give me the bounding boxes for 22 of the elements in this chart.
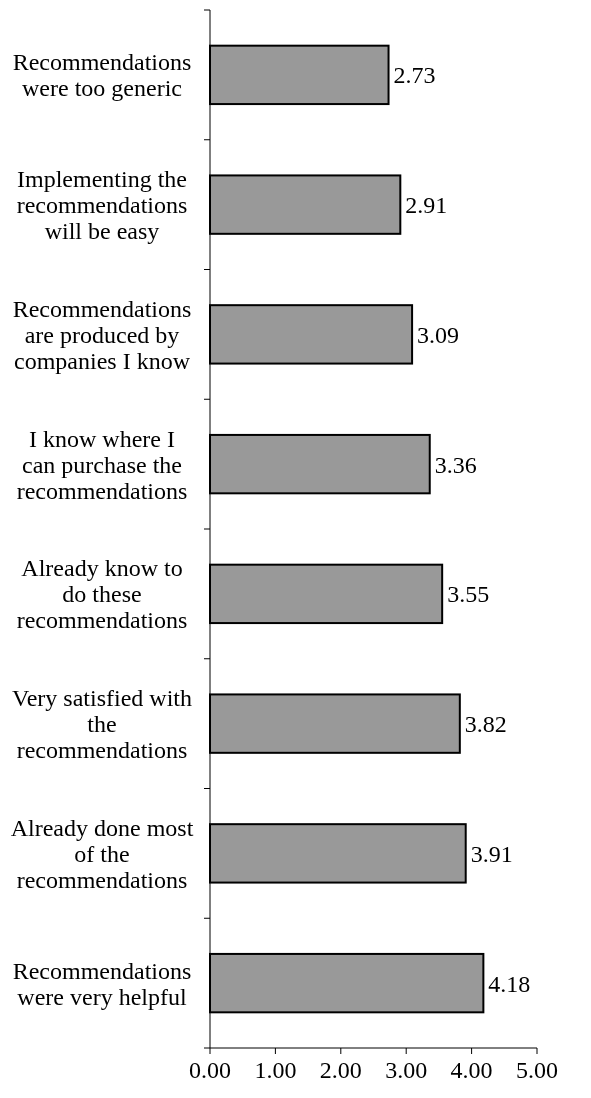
x-tick-label: 4.00 [450,1057,493,1083]
x-tick-label: 0.00 [189,1057,231,1083]
y-tick-label: I know where I can purchase the recommendations [16,425,188,504]
data-label: 3.82 [464,711,507,738]
y-tick-label: Recommendations were too generic [12,49,192,102]
y-tick-label: Already know to do these recommendations [16,555,188,634]
data-label: 3.09 [417,321,460,348]
y-tick-label: Already done most of the recommendations [10,814,194,893]
x-tick-label: 3.00 [385,1057,428,1083]
data-label: 2.91 [405,192,448,219]
x-tick-label: 1.00 [254,1057,297,1083]
y-tick-label: Very satisfied with the recommendations [12,685,192,764]
data-label: 3.91 [470,840,513,867]
data-label: 2.73 [393,62,436,89]
x-tick-label: 5.00 [516,1057,558,1083]
x-tick-label: 2.00 [319,1057,362,1083]
y-tick-label: Recommendations were very helpful [12,957,192,1010]
data-label: 3.55 [447,581,490,608]
data-label: 3.36 [434,451,477,478]
y-tick-label: Implementing the recommendations will be easy [16,166,188,245]
y-tick-label: Recommendations are produced by companies I know [12,295,192,374]
data-label: 4.18 [488,970,531,997]
